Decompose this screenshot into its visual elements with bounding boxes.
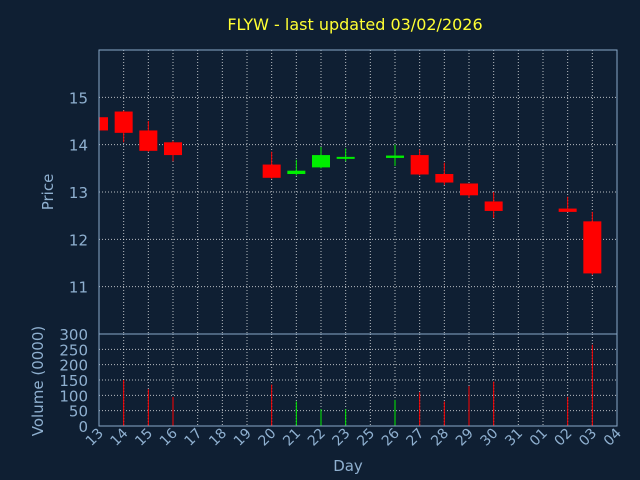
- candle-body: [287, 170, 306, 175]
- candle-body: [386, 155, 404, 158]
- x-tick-label: 15: [132, 426, 156, 450]
- price-tick-label: 12: [69, 231, 88, 249]
- price-tick-label: 13: [69, 184, 88, 202]
- price-panel: 11 12 13 14 15: [69, 49, 618, 335]
- x-axis: 13 14 15 16 17 18 19 20 21 22 23 25 26 27 28 29 30 31 01 02…: [83, 425, 625, 449]
- x-tick-label: 19: [231, 426, 255, 450]
- x-tick-label: 22: [305, 426, 329, 450]
- price-axis-label: Price: [39, 174, 57, 211]
- candle-body: [583, 221, 602, 274]
- candle-body: [460, 183, 478, 196]
- x-tick-label: 25: [354, 426, 378, 450]
- candle-body: [114, 111, 133, 133]
- x-tick-label: 03: [576, 426, 600, 450]
- x-tick-label: 31: [502, 426, 526, 450]
- price-tick-label: 11: [69, 279, 88, 297]
- x-tick-label: 28: [428, 426, 452, 450]
- candle-body: [435, 174, 454, 183]
- x-tick-label: 26: [379, 425, 403, 449]
- chart-title: FLYW - last updated 03/02/2026: [227, 15, 482, 34]
- x-tick-label: 29: [453, 426, 477, 450]
- volume-axis-label: Volume (0000): [29, 326, 47, 436]
- x-tick-label: 17: [182, 426, 206, 450]
- x-tick-label: 27: [404, 426, 428, 450]
- price-tick-label: 15: [69, 89, 88, 107]
- volume-tick-label: 50: [69, 403, 88, 421]
- volume-tick-label: 150: [59, 372, 88, 390]
- x-tick-label: 01: [527, 426, 551, 450]
- volume-tick-label: 250: [59, 341, 88, 359]
- x-tick-label: 23: [330, 426, 354, 450]
- volume-tick-label: 100: [59, 387, 88, 405]
- x-tick-label: 16: [157, 425, 181, 449]
- x-tick-label: 18: [206, 426, 230, 450]
- candle-body: [484, 201, 503, 211]
- candle-body: [312, 155, 330, 168]
- candle-body: [99, 117, 108, 131]
- candle-body: [139, 130, 158, 151]
- candle-body: [558, 208, 577, 212]
- x-tick-label: 14: [108, 425, 132, 449]
- candle-body: [164, 142, 182, 156]
- volume-tick-label: 0: [78, 418, 88, 436]
- x-tick-label: 21: [280, 426, 304, 450]
- candle-body: [262, 164, 281, 178]
- volume-plot-frame: [98, 333, 618, 427]
- x-axis-label: Day: [333, 457, 363, 475]
- x-tick-label: 30: [478, 426, 502, 450]
- x-tick-label: 20: [256, 426, 280, 450]
- x-tick-label: 02: [552, 426, 576, 450]
- volume-tick-label: 200: [59, 357, 88, 375]
- x-tick-label: 04: [601, 425, 625, 449]
- candle-body: [410, 155, 429, 175]
- price-tick-label: 14: [69, 137, 88, 155]
- volume-tick-label: 300: [59, 326, 88, 344]
